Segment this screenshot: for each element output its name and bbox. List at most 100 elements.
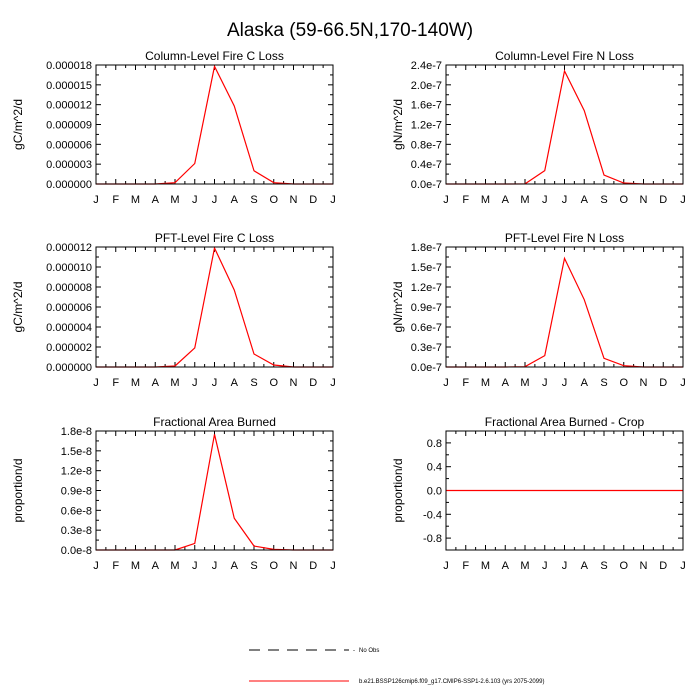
x-tick-label: J xyxy=(93,194,99,206)
x-tick-label: S xyxy=(250,560,257,572)
y-tick-label: 1.5e-7 xyxy=(411,262,442,274)
x-tick-label: J xyxy=(562,194,568,206)
y-tick-label: 1.2e-8 xyxy=(61,466,92,478)
x-tick-label: J xyxy=(212,560,218,572)
y-tick-label: 0.9e-7 xyxy=(411,302,442,314)
panel-title: PFT-Level Fire C Loss xyxy=(155,231,274,245)
x-tick-label: M xyxy=(170,194,179,206)
x-tick-label: J xyxy=(212,377,218,389)
x-tick-label: A xyxy=(502,377,510,389)
plot-frame xyxy=(95,64,334,185)
x-tick-label: O xyxy=(269,194,278,206)
series-line xyxy=(446,69,683,185)
x-tick-label: J xyxy=(443,560,449,572)
x-tick-label: D xyxy=(659,377,667,389)
plot-frame xyxy=(445,246,684,368)
figure-title: Alaska (59-66.5N,170-140W) xyxy=(227,20,473,41)
y-tick-label: 1.8e-8 xyxy=(61,426,92,438)
y-tick-label: 0.3e-7 xyxy=(411,342,442,354)
y-tick-label: 1.6e-7 xyxy=(411,100,442,112)
x-tick-label: J xyxy=(330,377,336,389)
x-tick-label: N xyxy=(290,377,298,389)
y-tick-label: 0.6e-8 xyxy=(61,505,92,517)
y-axis-label: gC/m^2/d xyxy=(11,99,25,150)
x-tick-label: A xyxy=(231,560,239,572)
x-tick-label: M xyxy=(520,377,529,389)
y-tick-label: 2.4e-7 xyxy=(411,60,442,72)
y-tick-label: 1.2e-7 xyxy=(411,282,442,294)
y-tick-label: 0.000004 xyxy=(46,322,92,334)
x-tick-label: J xyxy=(192,377,198,389)
x-tick-label: J xyxy=(330,194,336,206)
y-tick-label: 0.3e-8 xyxy=(61,525,92,537)
x-tick-label: M xyxy=(170,377,179,389)
x-tick-label: D xyxy=(659,560,667,572)
x-tick-label: S xyxy=(600,560,607,572)
x-tick-label: A xyxy=(231,377,239,389)
x-tick-label: N xyxy=(290,194,298,206)
series-line xyxy=(96,246,333,368)
legend: - No Obs b.e21.BSSP126cmip6.f09_g17.CMIP… xyxy=(249,648,544,685)
y-tick-label: 0.8 xyxy=(427,438,442,450)
panel-title: PFT-Level Fire N Loss xyxy=(505,231,624,245)
x-tick-label: D xyxy=(309,194,317,206)
y-tick-label: 0.000000 xyxy=(46,362,92,374)
plot-frame xyxy=(95,246,334,368)
x-tick-label: N xyxy=(640,377,648,389)
x-tick-label: F xyxy=(112,194,119,206)
y-tick-label: 0.000006 xyxy=(46,139,92,151)
x-tick-label: M xyxy=(481,194,490,206)
x-tick-label: O xyxy=(269,560,278,572)
series-line xyxy=(96,434,333,551)
y-tick-label: 0.000003 xyxy=(46,159,92,171)
y-tick-label: 0.000018 xyxy=(46,60,92,72)
x-tick-label: D xyxy=(309,560,317,572)
legend-model-label: b.e21.BSSP126cmip6.f09_g17.CMIP6-SSP1-2.… xyxy=(359,679,544,685)
y-axis-label: proportion/d xyxy=(391,458,405,522)
x-tick-label: J xyxy=(192,194,198,206)
x-tick-label: M xyxy=(170,560,179,572)
y-tick-label: 0.8e-7 xyxy=(411,139,442,151)
x-tick-label: O xyxy=(619,560,628,572)
y-tick-label: 1.5e-8 xyxy=(61,446,92,458)
y-tick-label: 0.000012 xyxy=(46,242,92,254)
x-tick-label: O xyxy=(619,194,628,206)
y-tick-label: 0.000009 xyxy=(46,120,92,132)
y-axis-label: gC/m^2/d xyxy=(11,282,25,333)
y-tick-label: 0.4e-7 xyxy=(411,159,442,171)
x-tick-label: J xyxy=(330,560,336,572)
y-tick-label: 0.000006 xyxy=(46,302,92,314)
x-tick-label: J xyxy=(93,377,99,389)
y-tick-label: 0.000012 xyxy=(46,100,92,112)
x-tick-label: M xyxy=(481,560,490,572)
legend-obs-prefix: - xyxy=(353,648,355,654)
y-tick-label: 0.000000 xyxy=(46,179,92,191)
x-tick-label: N xyxy=(640,194,648,206)
x-tick-label: J xyxy=(542,560,548,572)
x-tick-label: A xyxy=(152,194,160,206)
x-tick-label: M xyxy=(520,560,529,572)
y-tick-label: 0.000015 xyxy=(46,80,92,92)
x-tick-label: F xyxy=(462,560,469,572)
y-tick-label: -0.8 xyxy=(423,533,442,545)
y-axis-label: proportion/d xyxy=(11,458,25,522)
x-tick-label: J xyxy=(680,194,686,206)
x-tick-label: M xyxy=(131,194,140,206)
x-tick-label: A xyxy=(502,194,510,206)
x-tick-label: A xyxy=(581,194,589,206)
x-tick-label: A xyxy=(502,560,510,572)
x-tick-label: S xyxy=(600,377,607,389)
x-tick-label: O xyxy=(269,377,278,389)
series-line xyxy=(446,256,683,368)
y-tick-label: 0.0e-7 xyxy=(411,362,442,374)
x-tick-label: J xyxy=(212,194,218,206)
x-tick-label: J xyxy=(93,560,99,572)
x-tick-label: A xyxy=(152,560,160,572)
y-tick-label: 1.2e-7 xyxy=(411,120,442,132)
series-line xyxy=(96,64,333,185)
x-tick-label: O xyxy=(619,377,628,389)
x-tick-label: D xyxy=(659,194,667,206)
